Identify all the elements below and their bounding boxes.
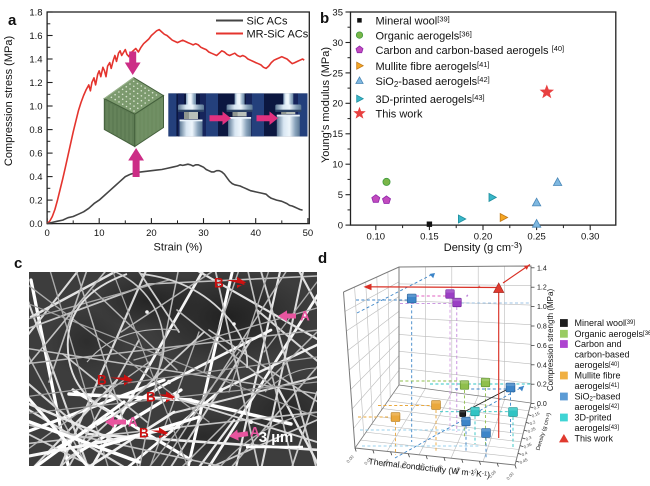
- svg-text:*: *: [466, 295, 469, 301]
- svg-text:This work: This work: [376, 109, 424, 121]
- svg-text:0.45: 0.45: [519, 457, 529, 465]
- svg-text:0.00: 0.00: [505, 471, 515, 481]
- svg-text:0.8: 0.8: [29, 125, 42, 136]
- svg-text:10: 10: [94, 228, 105, 239]
- svg-text:B: B: [214, 276, 224, 291]
- svg-text:Density (g cm-3): Density (g cm-3): [444, 240, 522, 254]
- svg-text:1.6: 1.6: [29, 31, 42, 42]
- svg-text:aerogels[43]: aerogels[43]: [575, 423, 620, 433]
- svg-text:3D-printed aerogels[43]: 3D-printed aerogels[43]: [376, 93, 485, 106]
- svg-text:B: B: [97, 373, 107, 388]
- svg-text:0.07: 0.07: [470, 467, 480, 477]
- svg-text:0.4: 0.4: [537, 362, 547, 369]
- svg-text:20: 20: [146, 228, 157, 239]
- svg-text:0.35: 0.35: [523, 441, 533, 449]
- svg-text:1.4: 1.4: [29, 54, 42, 65]
- svg-text:3 µm: 3 µm: [259, 429, 294, 446]
- svg-text:0.8: 0.8: [537, 324, 547, 331]
- svg-text:Mullite fibre: Mullite fibre: [575, 371, 621, 381]
- svg-text:SiO2-based: SiO2-based: [575, 392, 621, 403]
- svg-text:0.05: 0.05: [434, 463, 444, 473]
- svg-text:5: 5: [338, 190, 343, 201]
- svg-text:20: 20: [332, 99, 343, 110]
- svg-text:0.6: 0.6: [537, 343, 547, 350]
- svg-text:0.0: 0.0: [29, 219, 42, 230]
- svg-text:0.1: 0.1: [533, 404, 541, 411]
- svg-text:SiC ACs: SiC ACs: [247, 16, 288, 28]
- svg-text:d: d: [318, 250, 327, 267]
- svg-text:0.30: 0.30: [581, 232, 600, 243]
- svg-text:*: *: [478, 286, 481, 292]
- svg-text:0.10: 0.10: [367, 232, 386, 243]
- svg-text:A: A: [128, 415, 138, 430]
- svg-text:aerogels[42]: aerogels[42]: [575, 402, 620, 412]
- svg-text:0.15: 0.15: [420, 232, 439, 243]
- svg-text:SiO2-based aerogels[42]: SiO2-based aerogels[42]: [376, 75, 490, 89]
- svg-text:1.2: 1.2: [537, 285, 547, 292]
- svg-text:1.0: 1.0: [537, 304, 547, 311]
- svg-text:0.15: 0.15: [531, 410, 541, 418]
- svg-text:40: 40: [250, 228, 261, 239]
- svg-text:MR-SiC ACs: MR-SiC ACs: [247, 29, 309, 41]
- svg-text:Compression strength (MPa): Compression strength (MPa): [546, 289, 555, 392]
- svg-text:Carbon and: Carbon and: [575, 339, 622, 349]
- svg-text:30: 30: [198, 228, 209, 239]
- svg-text:0.02: 0.02: [381, 458, 391, 468]
- svg-text:1.4: 1.4: [537, 265, 547, 272]
- svg-text:a: a: [8, 12, 17, 29]
- svg-text:Young's modulus (MPa): Young's modulus (MPa): [320, 47, 332, 163]
- svg-text:0.08: 0.08: [488, 469, 498, 479]
- svg-text:10: 10: [332, 160, 343, 171]
- svg-text:0: 0: [338, 221, 343, 232]
- svg-text:0.4: 0.4: [29, 172, 42, 183]
- svg-text:25: 25: [332, 68, 343, 79]
- svg-text:0.3: 0.3: [525, 435, 533, 442]
- svg-text:15: 15: [332, 129, 343, 140]
- svg-text:A: A: [300, 309, 310, 324]
- svg-text:B: B: [146, 390, 156, 405]
- svg-text:carbon-based: carbon-based: [575, 350, 630, 360]
- svg-text:0.4: 0.4: [521, 450, 529, 457]
- svg-text:0.2: 0.2: [537, 382, 547, 389]
- svg-text:50: 50: [303, 228, 314, 239]
- svg-text:0.20: 0.20: [474, 232, 493, 243]
- svg-text:Strain (%): Strain (%): [154, 242, 203, 254]
- svg-text:3D-prited: 3D-prited: [575, 413, 612, 423]
- svg-text:0.25: 0.25: [527, 426, 537, 434]
- svg-text:0.06: 0.06: [452, 465, 462, 475]
- svg-text:Organic aerogels[36]: Organic aerogels[36]: [575, 329, 650, 339]
- svg-text:B: B: [139, 426, 149, 441]
- svg-text:35: 35: [332, 7, 343, 18]
- svg-text:1.2: 1.2: [29, 78, 42, 89]
- svg-text:c: c: [14, 255, 22, 272]
- svg-text:This work: This work: [575, 434, 614, 444]
- svg-text:Organic aerogels[36]: Organic aerogels[36]: [376, 30, 472, 43]
- svg-text:0.03: 0.03: [399, 460, 409, 470]
- svg-text:b: b: [320, 10, 329, 27]
- svg-text:0: 0: [44, 228, 49, 239]
- svg-text:0.25: 0.25: [527, 232, 546, 243]
- svg-text:aerogels[40]: aerogels[40]: [575, 360, 620, 370]
- svg-text:Mineral wool[39]: Mineral wool[39]: [376, 15, 450, 28]
- svg-text:0.2: 0.2: [29, 196, 42, 207]
- svg-text:Mullite fibre aerogels[41]: Mullite fibre aerogels[41]: [376, 60, 490, 73]
- svg-text:0.6: 0.6: [29, 149, 42, 160]
- svg-text:30: 30: [332, 38, 343, 49]
- svg-text:Density (g cm-3): Density (g cm-3): [534, 412, 552, 452]
- svg-text:Mineral wool[39]: Mineral wool[39]: [575, 318, 636, 328]
- svg-text:0.01: 0.01: [363, 456, 373, 466]
- svg-text:A: A: [250, 425, 260, 440]
- svg-text:Carbon and carbon-based aeroge: Carbon and carbon-based aerogels [40]: [376, 44, 565, 57]
- svg-text:aerogels[41]: aerogels[41]: [575, 381, 620, 391]
- svg-text:1.8: 1.8: [29, 7, 42, 18]
- svg-text:0.0: 0.0: [537, 401, 547, 408]
- svg-text:Compression stress (MPa): Compression stress (MPa): [3, 36, 15, 166]
- svg-text:0.00: 0.00: [345, 454, 355, 464]
- svg-text:0.04: 0.04: [417, 461, 427, 471]
- svg-text:0.2: 0.2: [529, 419, 537, 426]
- svg-text:1.0: 1.0: [29, 102, 42, 113]
